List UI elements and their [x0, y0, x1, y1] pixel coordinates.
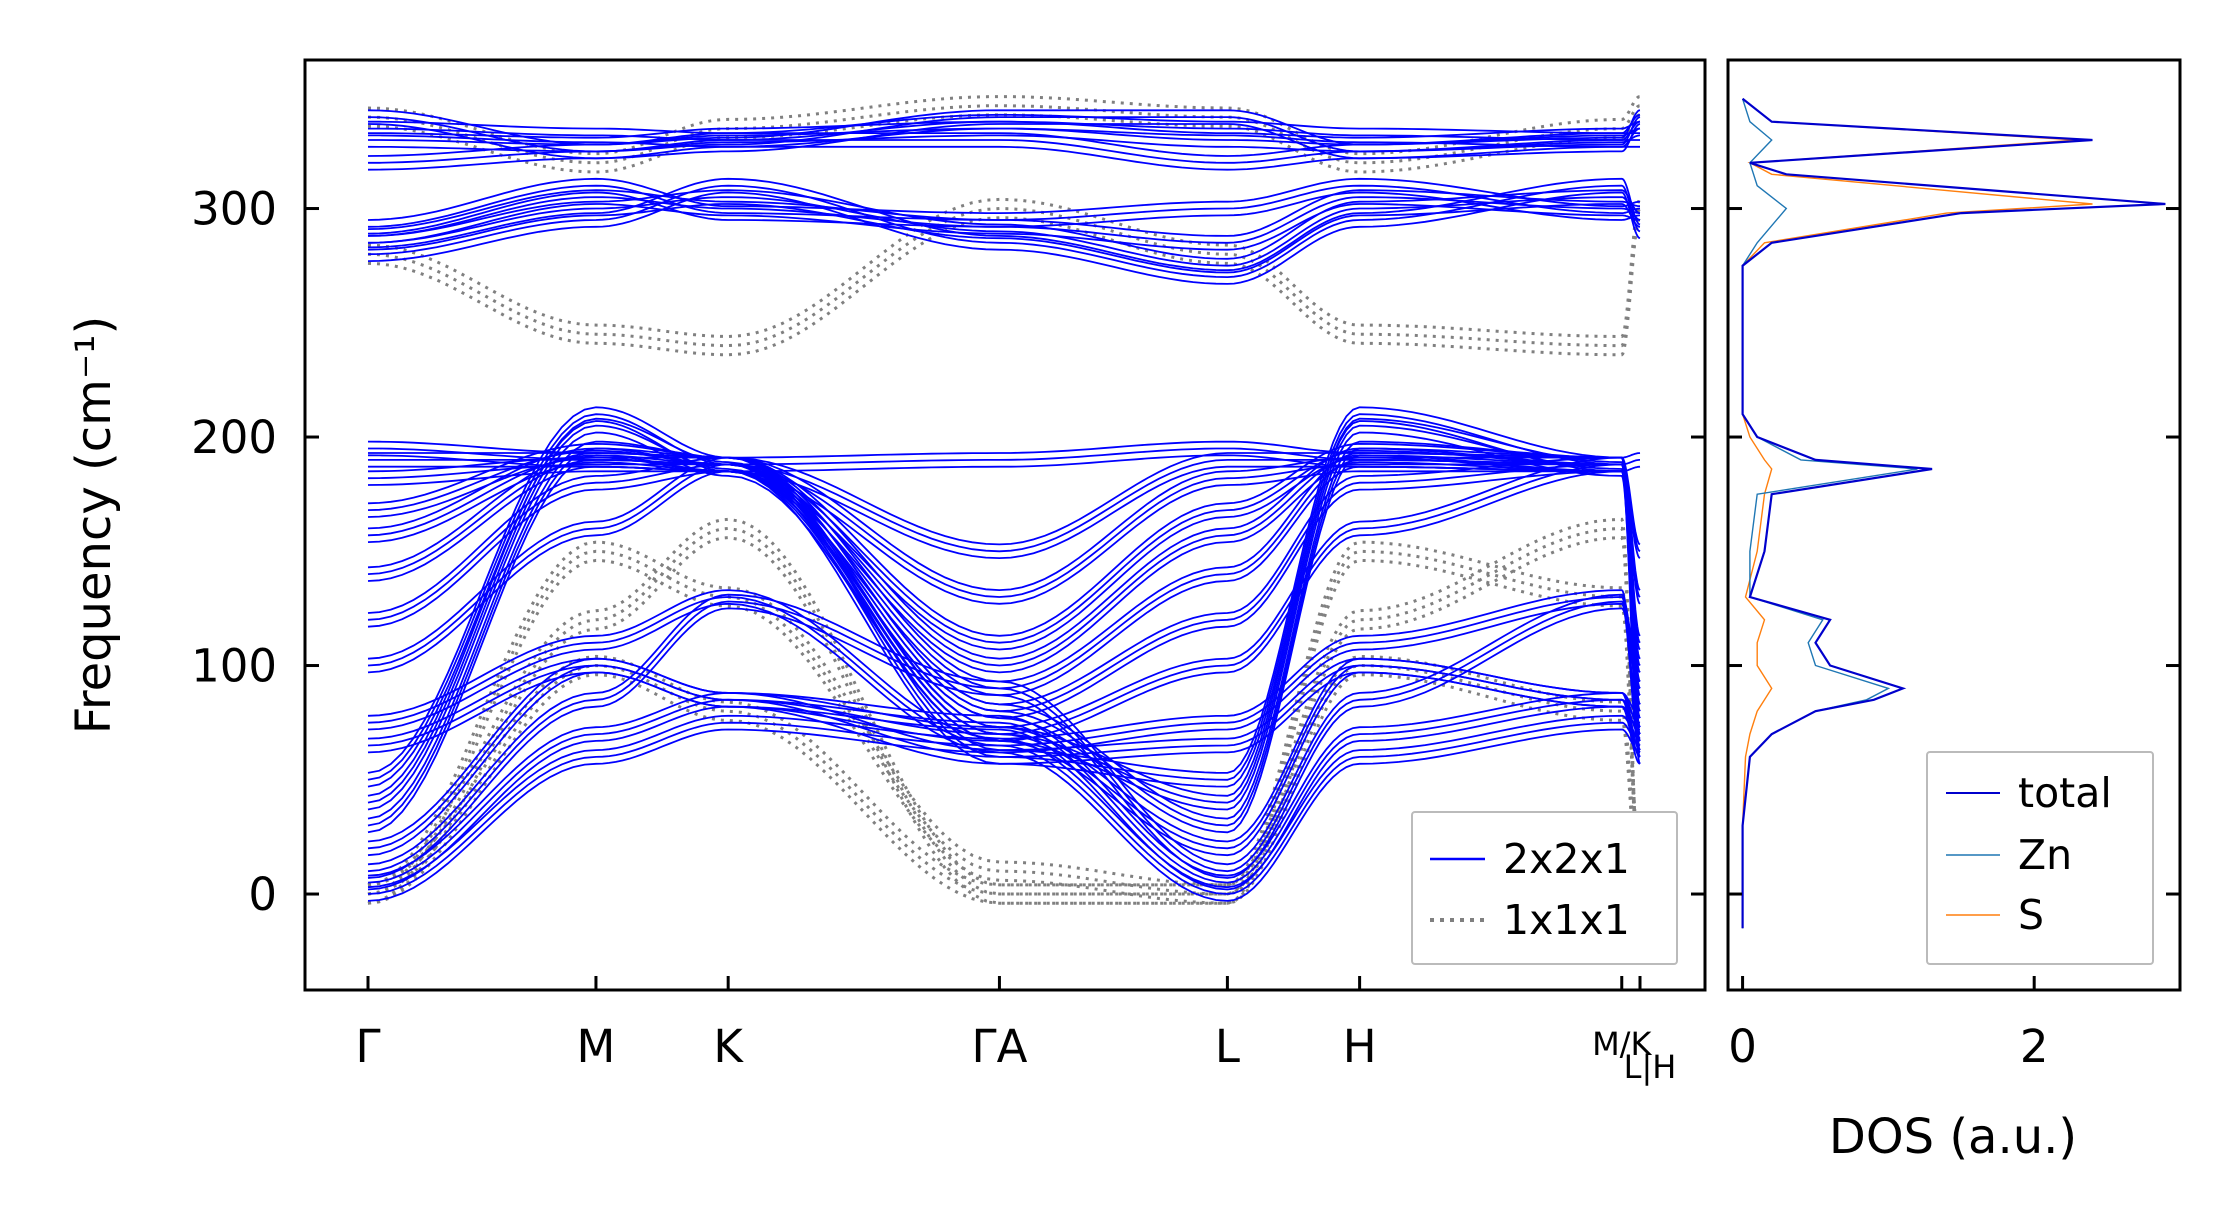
band-2x2x1-7-3 — [367, 664, 1641, 758]
band-2x2x1-8-6 — [367, 589, 1641, 740]
band-2x2x1-6-3 — [367, 413, 1641, 781]
dos-axis-label: DOS (a.u.) — [1829, 1109, 2077, 1165]
kpath-label-LH: L|H — [1624, 1048, 1677, 1086]
band-2x2x1-10-3 — [367, 463, 1641, 713]
series-2x2x1-lines — [367, 109, 1641, 902]
legend-label-total: total — [2018, 769, 2112, 817]
band-1x1x1-1-4 — [367, 526, 1642, 896]
band-1x1x1-4-8 — [367, 95, 1641, 156]
band-2x2x1-0-6 — [367, 714, 1641, 889]
band-2x2x1-9-3 — [367, 463, 1641, 736]
band-1x1x1-1-0 — [367, 536, 1642, 905]
band-2x2x1-0-3 — [367, 721, 1641, 895]
frequency-axis-ticks: 0 100 200 300 — [191, 183, 1705, 921]
band-2x2x1-18-3 — [367, 196, 1641, 267]
band-1x1x1-3-8 — [367, 197, 1641, 339]
band-2x2x1-13-0 — [367, 456, 1641, 651]
band-2x2x1-22-6 — [368, 120, 1640, 139]
band-2x2x1-20-0 — [367, 191, 1640, 235]
dos-curve-total — [1741, 97, 2166, 929]
y-tick-label-200: 200 — [191, 411, 277, 464]
band-2x2x1-16-0 — [367, 454, 1641, 473]
band-2x2x1-19-3 — [367, 196, 1640, 244]
band-2x2x1-7-6 — [367, 657, 1641, 752]
dos-x-tick-label-0: 0 — [1728, 1020, 1757, 1073]
dos-legend: total Zn S — [1926, 751, 2154, 965]
band-2x2x1-16-3 — [368, 447, 1640, 466]
band-2x2x1-7-0 — [367, 671, 1641, 765]
band-2x2x1-10-0 — [367, 470, 1641, 720]
band-1x1x1-3-4 — [367, 206, 1642, 348]
band-2x2x1-18-0 — [367, 203, 1641, 274]
kpath-label-M1: M — [577, 1020, 616, 1073]
band-1x1x1-2-8 — [367, 540, 1642, 887]
band-legend: 2x2x1 1x1x1 — [1411, 811, 1678, 965]
kpath-label-Gamma1: Γ — [355, 1020, 380, 1073]
band-2x2x1-19-6 — [367, 189, 1640, 237]
band-2x2x1-0-0 — [367, 728, 1641, 902]
y-tick-label-100: 100 — [191, 640, 277, 693]
band-2x2x1-17-3 — [367, 184, 1641, 279]
y-tick-label-300: 300 — [191, 183, 277, 236]
band-2x2x1-2-3 — [367, 600, 1641, 873]
band-2x2x1-6-6 — [367, 406, 1641, 774]
band-2x2x1-8-3 — [367, 596, 1641, 747]
band-2x2x1-9-0 — [367, 470, 1641, 742]
band-2x2x1-2-6 — [367, 593, 1641, 866]
kpath-label-H1: H — [1343, 1020, 1377, 1073]
band-2x2x1-11-0 — [367, 465, 1641, 697]
frequency-axis-label: Frequency (cm⁻¹) — [66, 316, 122, 734]
band-2x2x1-20-3 — [367, 184, 1641, 228]
band-2x2x1-1-3 — [367, 698, 1641, 884]
legend-label-1x1x1: 1x1x1 — [1503, 896, 1630, 944]
band-1x1x1-4-4 — [367, 104, 1641, 165]
kpath-label-GammaA: ΓA — [972, 1020, 1028, 1073]
band-2x2x1-24-3 — [367, 116, 1641, 153]
band-2x2x1-1-0 — [367, 705, 1641, 891]
y-tick-label-0: 0 — [248, 868, 277, 921]
dos-curves — [1741, 97, 2166, 929]
kpath-label-MLK: M/K — [1592, 1025, 1652, 1063]
band-legend-box — [1411, 811, 1678, 965]
kpath-label-L1: L — [1215, 1020, 1240, 1073]
band-2x2x1-2-0 — [367, 607, 1641, 879]
kpath-label-K1: K — [713, 1020, 744, 1073]
band-2x2x1-24-0 — [367, 123, 1641, 160]
band-2x2x1-10-6 — [367, 456, 1641, 706]
band-plot-frame — [303, 58, 1707, 992]
band-2x2x1-19-0 — [367, 203, 1641, 251]
band-2x2x1-24-6 — [367, 109, 1641, 146]
dos-curve-s — [1741, 98, 2093, 929]
dos-legend-box — [1926, 751, 2154, 965]
kpath-ticks: Γ M K ΓA L H M/KL|H — [355, 976, 1676, 1086]
band-2x2x1-17-0 — [367, 191, 1641, 285]
band-2x2x1-17-6 — [367, 177, 1641, 272]
band-1x1x1-3-0 — [367, 216, 1641, 357]
band-2x2x1-23-0 — [368, 127, 1641, 148]
band-1x1x1-1-8 — [367, 517, 1642, 887]
band-1x1x1-2-0 — [367, 558, 1642, 905]
band-structure-panel: 0 100 200 300 Γ M K ΓA L H M/KL|H Frequency (cm⁻¹… — [66, 58, 1707, 1086]
band-2x2x1-1-6 — [367, 691, 1641, 877]
legend-label-zn: Zn — [2018, 831, 2072, 879]
band-2x2x1-23-3 — [368, 120, 1641, 141]
band-2x2x1-12-3 — [367, 454, 1641, 667]
band-2x2x1-9-6 — [367, 456, 1641, 729]
band-2x2x1-8-0 — [367, 602, 1641, 754]
legend-label-2x2x1: 2x2x1 — [1503, 835, 1630, 883]
dos-plot-frame — [1726, 58, 2182, 992]
band-2x2x1-20-6 — [367, 177, 1640, 221]
band-2x2x1-23-6 — [368, 113, 1641, 134]
legend-label-s: S — [2018, 891, 2044, 939]
dos-x-tick-label-2: 2 — [2020, 1020, 2049, 1073]
band-2x2x1-16-6 — [367, 440, 1641, 459]
band-1x1x1-2-4 — [367, 549, 1642, 896]
